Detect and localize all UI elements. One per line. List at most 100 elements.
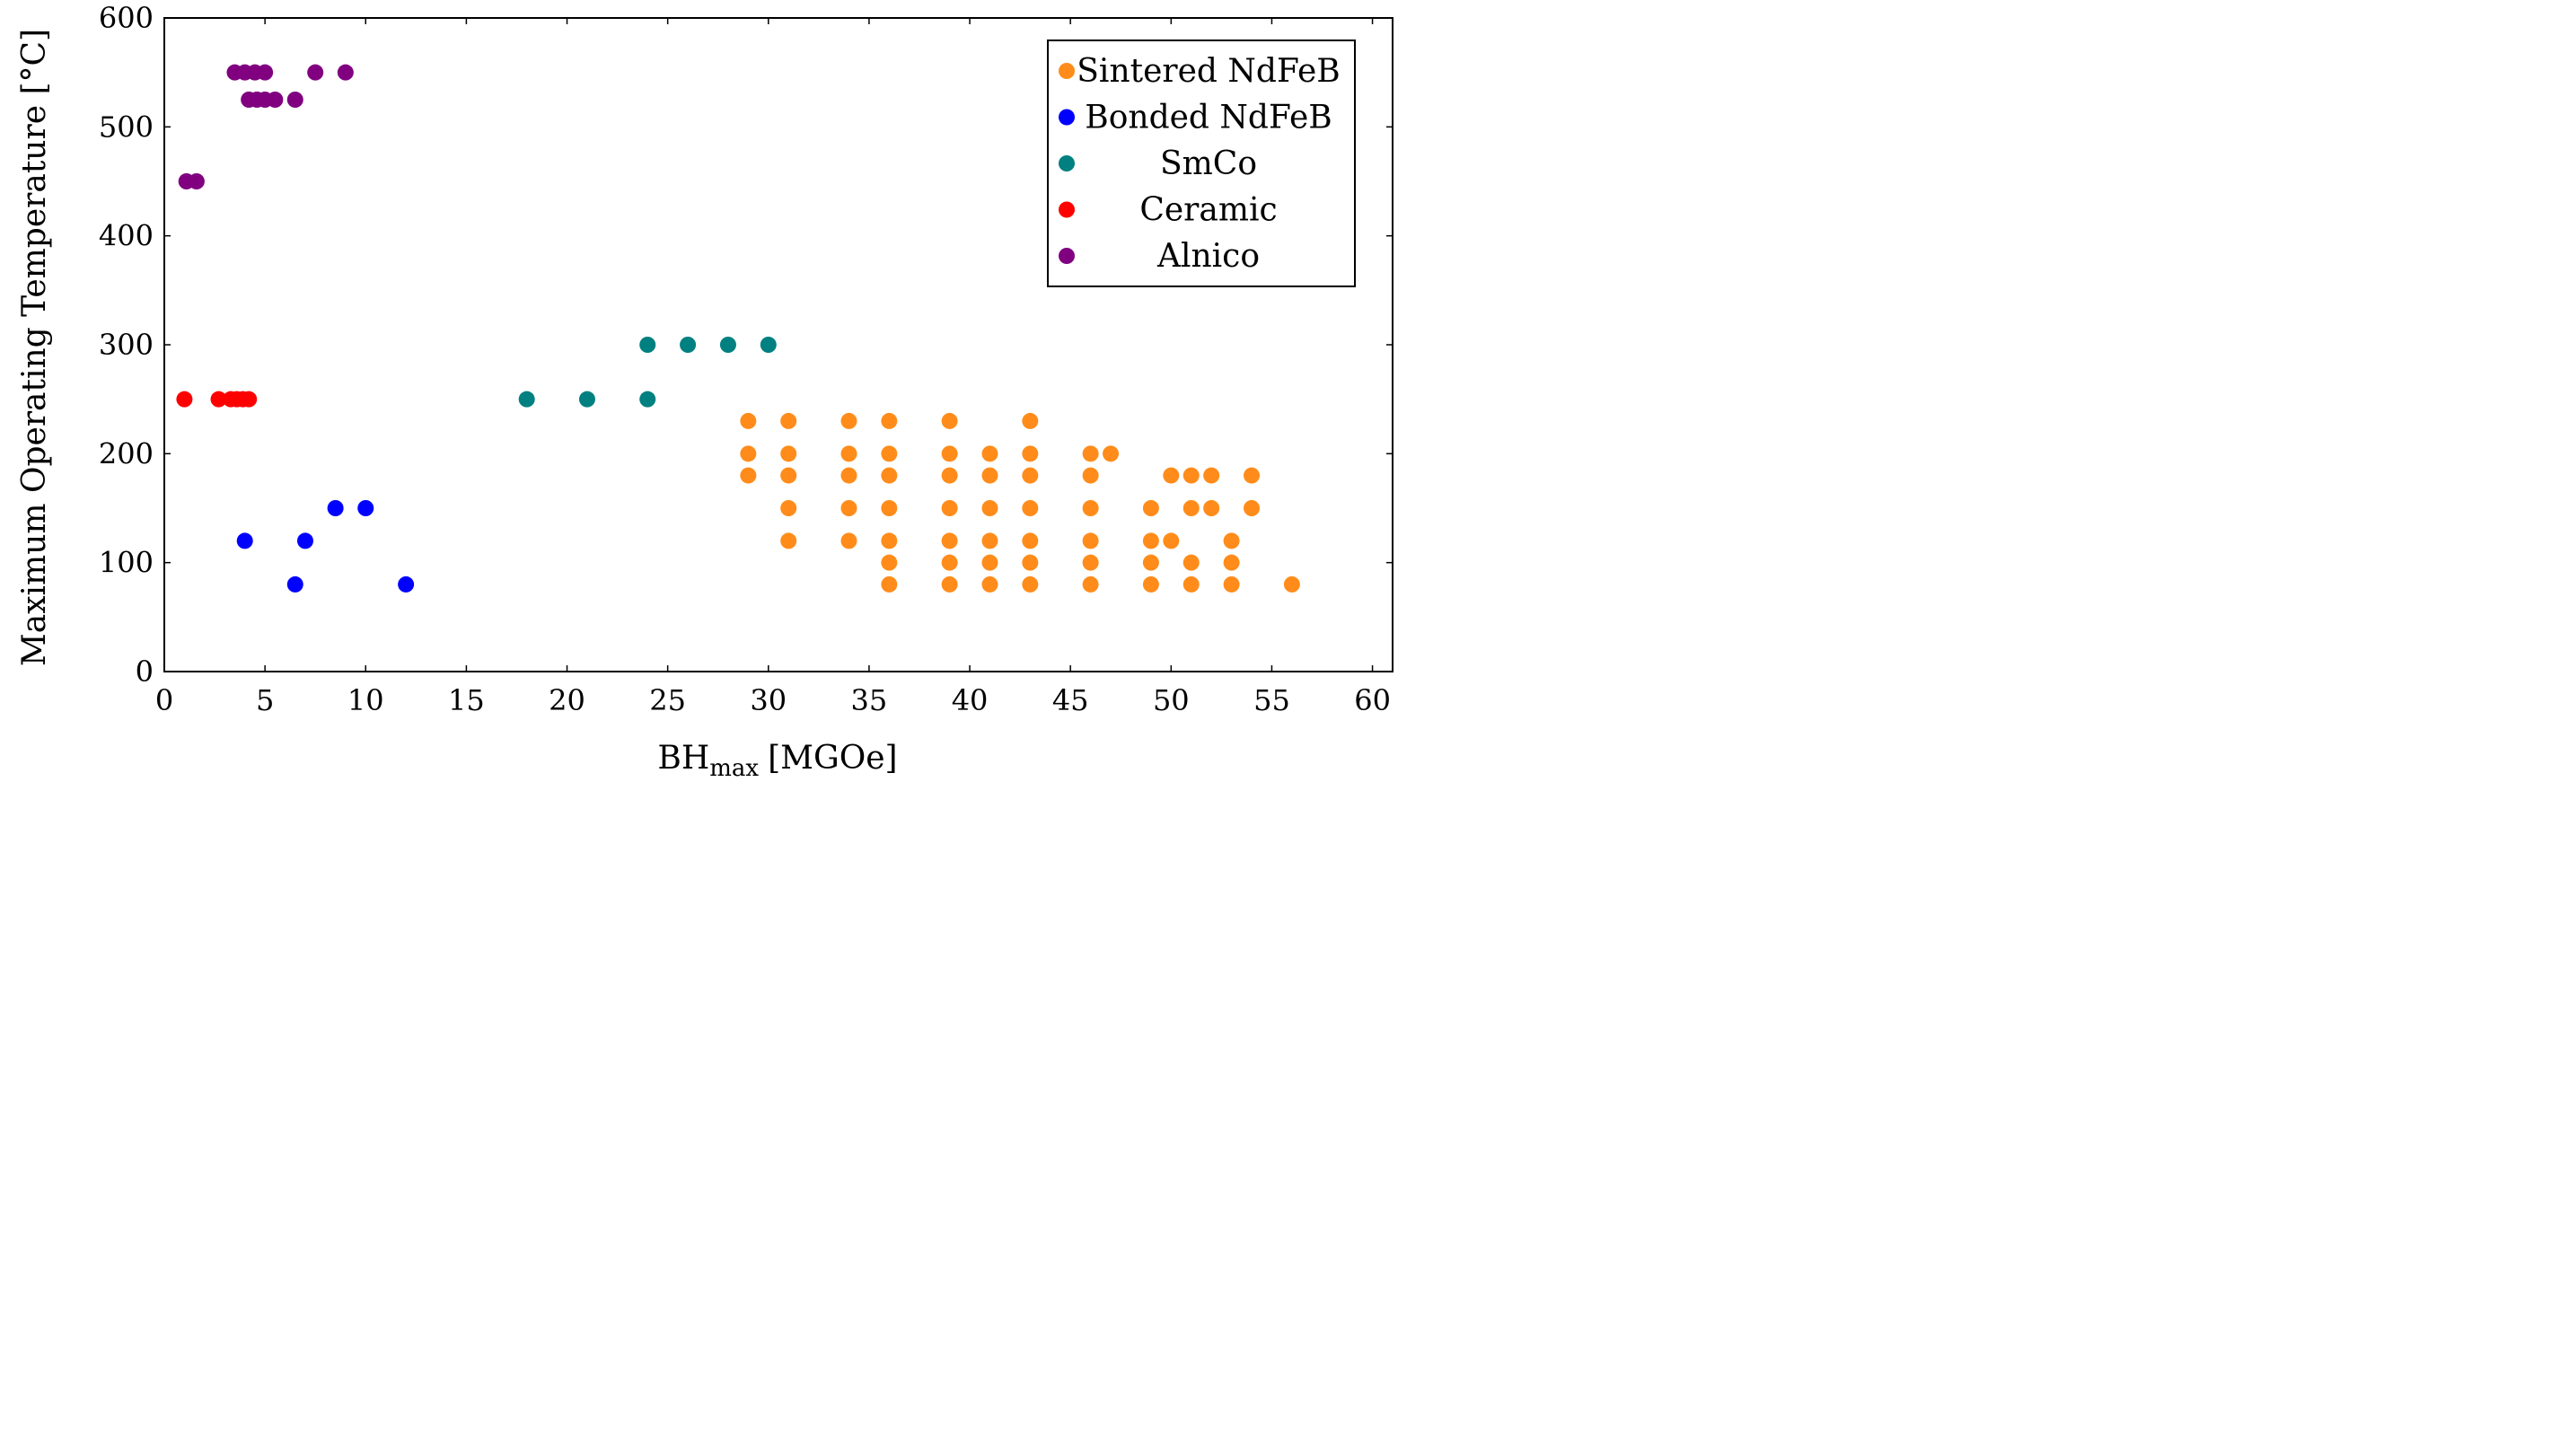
- y-tick-label: 500: [99, 110, 154, 144]
- point-sintered-ndfeb: [941, 500, 958, 516]
- point-smco: [639, 337, 656, 353]
- point-alnico: [307, 64, 324, 81]
- ticks-layer: 0 5 10 15 20 25 30 35 40 45 50 55 600100200300400500…: [99, 1, 1393, 717]
- legend-label-smco: SmCo: [1160, 145, 1257, 182]
- point-sintered-ndfeb: [881, 575, 898, 593]
- legend-entries: Sintered NdFeB Bonded NdFeB SmCo Ceramic Aln…: [1059, 53, 1341, 275]
- plot-area-frame: [163, 17, 1394, 672]
- y-tick-label: 600: [99, 1, 154, 35]
- legend-marker-alnico: [1059, 248, 1075, 264]
- x-tick-label: 20: [549, 683, 585, 717]
- point-sintered-ndfeb: [1163, 467, 1180, 484]
- point-sintered-ndfeb: [1244, 467, 1261, 484]
- point-smco: [578, 391, 595, 408]
- point-sintered-ndfeb: [881, 500, 898, 516]
- x-tick-label: 55: [1253, 683, 1290, 717]
- y-axis-title: Maximum Operating Temperature [°C]: [16, 29, 53, 666]
- point-sintered-ndfeb: [1142, 532, 1159, 549]
- point-sintered-ndfeb: [1283, 575, 1300, 593]
- x-tick-label: 35: [851, 683, 888, 717]
- point-sintered-ndfeb: [840, 500, 857, 516]
- x-tick-label: 5: [256, 683, 274, 717]
- point-sintered-ndfeb: [1082, 575, 1099, 593]
- point-bonded-ndfeb: [236, 532, 253, 549]
- point-sintered-ndfeb: [840, 445, 857, 462]
- x-axis-title-main: BH: [657, 740, 709, 777]
- point-sintered-ndfeb: [1022, 554, 1039, 571]
- x-tick-label: 10: [347, 683, 384, 717]
- point-alnico: [267, 92, 284, 108]
- x-tick-label: 30: [750, 683, 787, 717]
- x-tick-label: 15: [448, 683, 485, 717]
- point-sintered-ndfeb: [1022, 500, 1039, 516]
- point-sintered-ndfeb: [1142, 575, 1159, 593]
- point-ceramic: [210, 391, 227, 408]
- point-sintered-ndfeb: [981, 445, 998, 462]
- point-smco: [680, 337, 697, 353]
- legend-marker-ceramic: [1059, 201, 1075, 218]
- point-sintered-ndfeb: [1022, 445, 1039, 462]
- x-tick-label: 40: [952, 683, 989, 717]
- point-sintered-ndfeb: [1082, 467, 1099, 484]
- point-sintered-ndfeb: [1223, 575, 1240, 593]
- x-tick-label: 25: [649, 683, 686, 717]
- point-alnico: [188, 173, 205, 189]
- point-sintered-ndfeb: [881, 445, 898, 462]
- point-sintered-ndfeb: [1182, 500, 1200, 516]
- chart-container: 0 5 10 15 20 25 30 35 40 45 50 55 60 0 100 200 300 400 500…: [0, 0, 1405, 781]
- point-sintered-ndfeb: [1182, 554, 1200, 571]
- points-layer: [176, 64, 1300, 593]
- point-sintered-ndfeb: [1182, 467, 1200, 484]
- legend-marker-smco: [1059, 155, 1075, 171]
- point-ceramic: [241, 391, 258, 408]
- y-tick-label: 100: [99, 546, 154, 580]
- legend-marker-bonded-ndfeb: [1059, 109, 1075, 126]
- point-sintered-ndfeb: [881, 554, 898, 571]
- y-tick-label: 0: [136, 655, 154, 689]
- point-sintered-ndfeb: [1082, 500, 1099, 516]
- x-tick-label: 45: [1052, 683, 1089, 717]
- point-sintered-ndfeb: [941, 467, 958, 484]
- point-sintered-ndfeb: [941, 554, 958, 571]
- legend-label-ceramic: Ceramic: [1139, 192, 1277, 229]
- x-axis-title-unit: [MGOe]: [768, 740, 898, 777]
- point-bonded-ndfeb: [327, 500, 344, 516]
- y-tick-label: 300: [99, 328, 154, 362]
- point-sintered-ndfeb: [780, 500, 797, 516]
- point-sintered-ndfeb: [740, 412, 757, 429]
- point-sintered-ndfeb: [780, 532, 797, 549]
- x-tick-label: 50: [1153, 683, 1190, 717]
- point-alnico: [257, 64, 274, 81]
- point-sintered-ndfeb: [740, 467, 757, 484]
- point-sintered-ndfeb: [1163, 532, 1180, 549]
- point-sintered-ndfeb: [780, 467, 797, 484]
- point-sintered-ndfeb: [1142, 500, 1159, 516]
- legend-label-alnico: Alnico: [1156, 238, 1260, 275]
- point-sintered-ndfeb: [941, 532, 958, 549]
- point-bonded-ndfeb: [296, 532, 313, 549]
- point-sintered-ndfeb: [780, 445, 797, 462]
- point-sintered-ndfeb: [1223, 532, 1240, 549]
- y-tick-label: 400: [99, 219, 154, 253]
- legend-box: [1047, 40, 1356, 287]
- point-sintered-ndfeb: [1082, 532, 1099, 549]
- point-sintered-ndfeb: [1182, 575, 1200, 593]
- point-sintered-ndfeb: [981, 554, 998, 571]
- point-sintered-ndfeb: [1244, 500, 1261, 516]
- point-sintered-ndfeb: [1022, 467, 1039, 484]
- point-sintered-ndfeb: [780, 412, 797, 429]
- point-smco: [760, 337, 777, 353]
- point-sintered-ndfeb: [1082, 445, 1099, 462]
- x-axis-title: BHmax [MGOe]: [657, 740, 897, 781]
- legend: Sintered NdFeB Bonded NdFeB SmCo Ceramic Aln…: [1047, 40, 1356, 287]
- point-sintered-ndfeb: [1022, 412, 1039, 429]
- point-sintered-ndfeb: [881, 412, 898, 429]
- point-sintered-ndfeb: [840, 412, 857, 429]
- point-sintered-ndfeb: [881, 532, 898, 549]
- legend-label-bonded-ndfeb: Bonded NdFeB: [1085, 100, 1332, 136]
- point-sintered-ndfeb: [981, 500, 998, 516]
- point-sintered-ndfeb: [1082, 554, 1099, 571]
- scatter-chart: 0 5 10 15 20 25 30 35 40 45 50 55 600100200300400500…: [16, 1, 1394, 781]
- point-bonded-ndfeb: [286, 575, 303, 593]
- point-alnico: [286, 92, 303, 108]
